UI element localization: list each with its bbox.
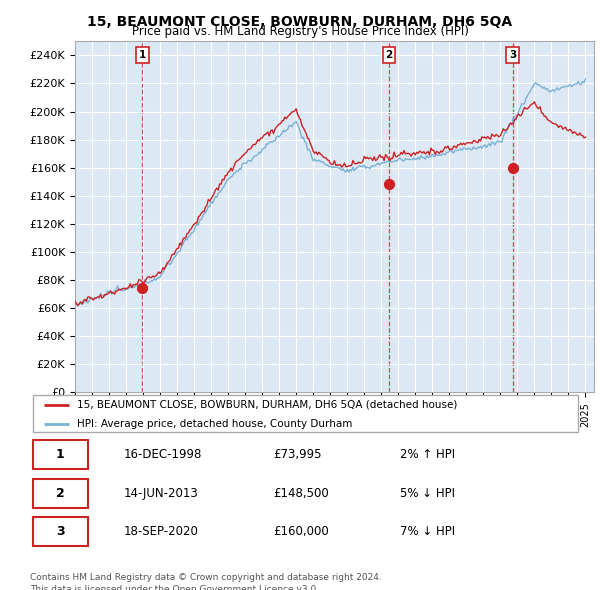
FancyBboxPatch shape: [33, 517, 88, 546]
Text: Contains HM Land Registry data © Crown copyright and database right 2024.
This d: Contains HM Land Registry data © Crown c…: [30, 573, 382, 590]
Text: 18-SEP-2020: 18-SEP-2020: [124, 525, 199, 539]
Text: £148,500: £148,500: [273, 487, 329, 500]
Text: £73,995: £73,995: [273, 448, 322, 461]
Text: 2% ↑ HPI: 2% ↑ HPI: [400, 448, 455, 461]
Point: [508, 163, 517, 172]
Text: 3: 3: [56, 525, 65, 539]
Text: 2: 2: [56, 487, 65, 500]
Text: HPI: Average price, detached house, County Durham: HPI: Average price, detached house, Coun…: [77, 419, 352, 428]
Text: 15, BEAUMONT CLOSE, BOWBURN, DURHAM, DH6 5QA (detached house): 15, BEAUMONT CLOSE, BOWBURN, DURHAM, DH6…: [77, 400, 457, 410]
FancyBboxPatch shape: [33, 395, 578, 432]
Text: 14-JUN-2013: 14-JUN-2013: [124, 487, 199, 500]
Text: 2: 2: [385, 50, 392, 60]
Text: 1: 1: [139, 50, 146, 60]
Point: [384, 179, 394, 189]
Text: 5% ↓ HPI: 5% ↓ HPI: [400, 487, 455, 500]
Text: 16-DEC-1998: 16-DEC-1998: [124, 448, 202, 461]
FancyBboxPatch shape: [33, 479, 88, 508]
Point: [137, 284, 147, 293]
FancyBboxPatch shape: [33, 440, 88, 470]
Text: 3: 3: [509, 50, 516, 60]
Text: 15, BEAUMONT CLOSE, BOWBURN, DURHAM, DH6 5QA: 15, BEAUMONT CLOSE, BOWBURN, DURHAM, DH6…: [88, 15, 512, 29]
Text: 7% ↓ HPI: 7% ↓ HPI: [400, 525, 455, 539]
Text: 1: 1: [56, 448, 65, 461]
Text: Price paid vs. HM Land Registry's House Price Index (HPI): Price paid vs. HM Land Registry's House …: [131, 25, 469, 38]
Text: £160,000: £160,000: [273, 525, 329, 539]
